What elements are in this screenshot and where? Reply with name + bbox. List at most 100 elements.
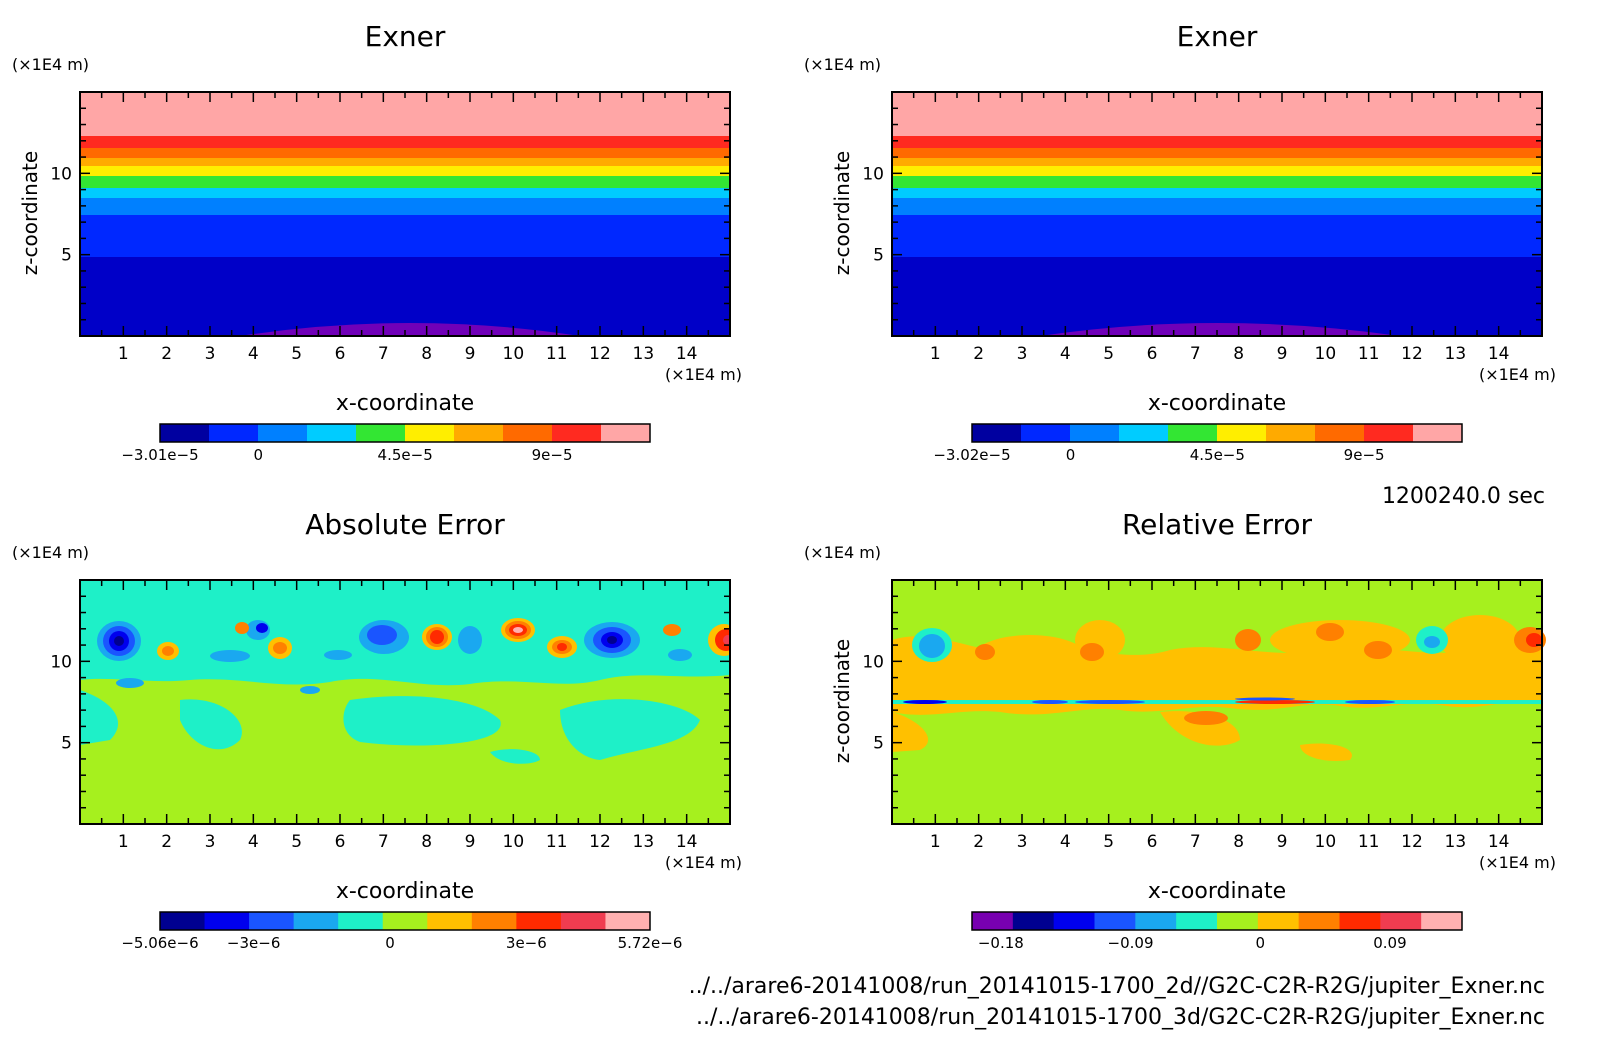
colorbar: −5.06e−6 −3e−6 0 3e−6 5.72e−6 (121, 911, 682, 952)
panel-exner-3d: Exner (×1E4 m) (×1E4 m) x-coordinate z-c… (804, 20, 1556, 464)
x-tick-label: 11 (546, 344, 568, 364)
x-tick-label: 11 (546, 832, 568, 852)
colorbar-swatch (605, 912, 651, 930)
colorbar-swatch (356, 424, 406, 442)
streak-blue (1032, 700, 1068, 704)
file-path-2d: ../../arare6-20141008/run_20141015-1700_… (689, 974, 1545, 999)
time-label: 1200240.0 sec (1382, 484, 1545, 509)
x-unit-label: (×1E4 m) (1479, 853, 1556, 872)
colorbar-tick-label: −3.01e−5 (121, 446, 198, 464)
colorbar-swatch (204, 912, 250, 930)
y-axis-label: z-coordinate (18, 151, 42, 275)
x-tick-label: 1 (118, 832, 129, 852)
band-orange-red (80, 148, 730, 158)
colorbar: −3.02e−5 0 4.5e−5 9e−5 (933, 423, 1463, 464)
colorbar-swatch (1135, 912, 1177, 930)
blob-orange (1364, 641, 1392, 659)
colorbar-swatch (601, 424, 651, 442)
band-green (80, 176, 730, 188)
x-tick-label: 11 (1358, 344, 1380, 364)
band-light-blue (892, 198, 1542, 215)
blob-orange (273, 642, 287, 654)
x-ticks: 1 2 3 4 5 6 7 8 9 10 11 12 13 14 (100, 92, 710, 364)
mask-right (731, 560, 791, 840)
colorbar-swatch (160, 424, 210, 442)
x-tick-label: 5 (1103, 832, 1114, 852)
x-axis-label: x-coordinate (336, 391, 474, 416)
colorbar-tick-label: 3e−6 (506, 934, 547, 952)
colorbar-swatch (405, 424, 455, 442)
x-tick-label: 14 (1488, 344, 1510, 364)
colorbar-swatch (972, 912, 1014, 930)
x-tick-label: 9 (465, 344, 476, 364)
colorbar-swatch (338, 912, 384, 930)
x-tick-label: 13 (1445, 344, 1467, 364)
x-tick-label: 11 (1358, 832, 1380, 852)
colorbar-frame (971, 423, 1463, 443)
y-tick-label: 5 (61, 246, 72, 266)
contour-plot: 1 2 3 4 5 6 7 8 9 10 11 12 13 14 510 (862, 579, 1546, 852)
x-tick-label: 13 (1445, 832, 1467, 852)
colorbar-swatch (1421, 912, 1463, 930)
x-tick-label: 3 (205, 832, 216, 852)
colorbar-tick-label: 4.5e−5 (378, 446, 433, 464)
colorbar-swatch (1380, 912, 1422, 930)
panel-absolute-error: Absolute Error (×1E4 m) (×1E4 m) x-coord… (0, 508, 791, 952)
band-dark-blue (892, 257, 1542, 336)
colorbar-frame (159, 911, 651, 931)
colorbar-frame (159, 423, 651, 443)
blob-yellow (970, 635, 1090, 685)
colorbar-tick-label: −0.09 (1108, 934, 1154, 952)
colorbar-swatch (1053, 912, 1095, 930)
blob-orange (975, 644, 995, 660)
colorbar-swatch (1021, 424, 1071, 442)
contour-plot: 1 2 3 4 5 6 7 8 9 10 11 12 13 14 510 (0, 560, 791, 852)
colorbar-swatch (471, 912, 517, 930)
blob-light-blue (324, 650, 352, 660)
x-axis-label: x-coordinate (1148, 879, 1286, 904)
blob-orange (235, 622, 249, 634)
x-tick-label: 2 (161, 344, 172, 364)
blob-orange (663, 624, 681, 636)
x-tick-label: 6 (335, 344, 346, 364)
blob-cyan (80, 690, 119, 745)
colorbar-swatch (249, 912, 295, 930)
colorbar-swatch (293, 912, 339, 930)
colorbar-swatch (503, 424, 553, 442)
band-red (892, 136, 1542, 148)
y-unit-label: (×1E4 m) (804, 543, 881, 562)
band-light-blue (80, 198, 730, 215)
band-purple-min (240, 323, 580, 336)
y-ticks: 5 10 (50, 107, 730, 321)
colorbar-swatch (160, 912, 206, 930)
x-tick-label: 7 (1190, 832, 1201, 852)
x-ticks: 1 2 3 4 5 6 7 8 9 10 11 12 13 14 (100, 580, 710, 852)
x-tick-label: 13 (633, 344, 655, 364)
panel-exner-2d: Exner (×1E4 m) (×1E4 m) x-coordinate z-c… (12, 20, 742, 464)
blob-red (430, 630, 444, 644)
x-tick-label: 1 (930, 344, 941, 364)
contour-plot: 1 2 3 4 5 6 7 8 9 10 11 12 13 14 510 (50, 91, 731, 364)
x-tick-label: 7 (1190, 344, 1201, 364)
panel-title: Exner (1177, 20, 1258, 53)
colorbar-swatch (427, 912, 473, 930)
x-unit-label: (×1E4 m) (1479, 365, 1556, 384)
y-unit-label: (×1E4 m) (12, 55, 89, 74)
x-tick-label: 10 (503, 832, 525, 852)
blob-light-blue (300, 686, 320, 694)
blob-yellow (1440, 615, 1520, 665)
y-tick-label: 10 (50, 164, 72, 184)
blob-yellow (1300, 743, 1352, 761)
mask-left (0, 560, 79, 840)
colorbar-tick-label: −3.02e−5 (933, 446, 1010, 464)
blob-orange (1080, 643, 1104, 661)
colorbar-frame (971, 911, 1463, 931)
x-tick-label: 5 (1103, 344, 1114, 364)
colorbar-swatch (454, 424, 504, 442)
blob-navy (114, 636, 124, 646)
x-axis-label: x-coordinate (336, 879, 474, 904)
colorbar-swatch (516, 912, 562, 930)
x-tick-label: 1 (930, 832, 941, 852)
y-unit-label: (×1E4 m) (804, 55, 881, 74)
blob-cyan (80, 620, 730, 686)
